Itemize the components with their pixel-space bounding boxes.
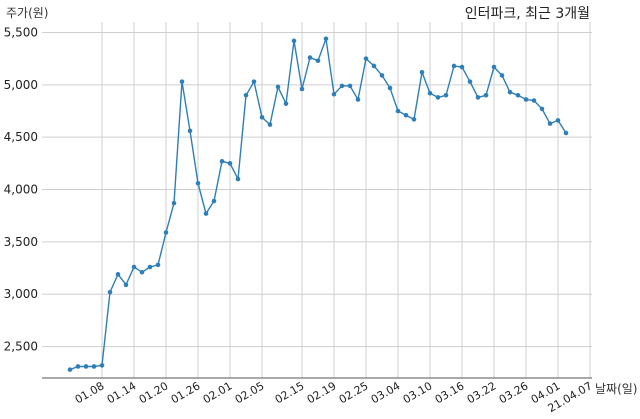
data-point bbox=[259, 114, 265, 120]
data-point bbox=[475, 95, 481, 100]
data-point bbox=[75, 364, 81, 369]
data-point bbox=[139, 269, 145, 275]
data-point bbox=[283, 101, 289, 106]
data-point bbox=[67, 367, 73, 372]
x-axis-label: 날짜(일) bbox=[595, 382, 637, 396]
data-point bbox=[395, 108, 401, 114]
data-point bbox=[275, 84, 281, 90]
x-tick-label: 02.25 bbox=[337, 379, 371, 406]
data-point bbox=[171, 200, 177, 206]
data-point bbox=[363, 56, 369, 61]
data-point bbox=[227, 161, 233, 166]
data-point bbox=[547, 121, 553, 126]
data-point bbox=[531, 98, 537, 103]
data-point bbox=[123, 282, 129, 288]
x-tick-label: 03.22 bbox=[465, 379, 499, 406]
data-point bbox=[179, 79, 185, 84]
y-tick-labels: 2,500 3,000 3,500 4,000 4,500 5,000 5,500 bbox=[4, 25, 38, 353]
data-point bbox=[195, 180, 201, 186]
data-point bbox=[499, 73, 505, 78]
data-point bbox=[203, 211, 209, 216]
x-tick-label: 02.19 bbox=[305, 379, 339, 406]
x-tick-label: 02.01 bbox=[201, 379, 235, 406]
y-tick-label: 5,500 bbox=[4, 25, 38, 39]
data-point bbox=[115, 272, 121, 277]
data-point bbox=[467, 79, 473, 84]
x-tick-label: 03.26 bbox=[497, 379, 531, 406]
x-tick-label: 02.15 bbox=[273, 379, 307, 406]
data-point bbox=[323, 36, 329, 42]
chart-title: 인터파크, 최근 3개월 bbox=[465, 6, 590, 22]
data-point bbox=[147, 264, 153, 270]
data-point bbox=[291, 38, 297, 44]
data-point bbox=[299, 86, 305, 92]
x-tick-label: 03.10 bbox=[401, 379, 435, 406]
x-tick-label: 02.05 bbox=[233, 379, 267, 406]
data-point bbox=[515, 92, 521, 98]
data-point bbox=[443, 92, 449, 98]
data-point bbox=[187, 128, 193, 134]
data-point bbox=[83, 364, 89, 369]
series-line bbox=[69, 38, 567, 371]
data-point bbox=[419, 69, 425, 75]
y-tick-label: 2,500 bbox=[4, 340, 38, 354]
data-point bbox=[243, 92, 249, 98]
data-point bbox=[451, 63, 457, 69]
x-tick-label: 01.20 bbox=[137, 379, 171, 406]
data-point bbox=[211, 198, 217, 204]
y-tick-label: 4,500 bbox=[4, 130, 38, 144]
data-point bbox=[339, 83, 345, 89]
data-point bbox=[251, 79, 257, 84]
data-point bbox=[483, 92, 489, 98]
data-point bbox=[403, 112, 409, 118]
data-point bbox=[539, 106, 545, 112]
data-point bbox=[507, 89, 513, 95]
data-point bbox=[555, 118, 561, 123]
data-point bbox=[267, 122, 273, 127]
data-point bbox=[459, 64, 465, 70]
data-point bbox=[427, 90, 433, 96]
data-point bbox=[523, 97, 529, 102]
data-point bbox=[155, 262, 161, 268]
y-tick-label: 4,000 bbox=[4, 183, 38, 197]
data-point bbox=[491, 64, 497, 70]
x-tick-label: 03.04 bbox=[369, 379, 403, 406]
data-point bbox=[387, 85, 393, 91]
x-tick-label: 03.16 bbox=[433, 379, 467, 406]
data-point bbox=[107, 289, 113, 295]
data-point bbox=[347, 83, 353, 89]
grid bbox=[42, 22, 592, 378]
data-point bbox=[331, 91, 337, 97]
data-point bbox=[435, 95, 441, 100]
y-tick-label: 3,500 bbox=[4, 235, 38, 249]
data-point bbox=[563, 130, 569, 136]
data-point bbox=[355, 97, 361, 102]
data-point bbox=[371, 63, 377, 69]
x-tick-label: 01.14 bbox=[105, 379, 139, 406]
data-point bbox=[307, 55, 313, 60]
data-point bbox=[219, 158, 225, 164]
data-point bbox=[91, 364, 97, 369]
data-series bbox=[67, 36, 569, 372]
data-point bbox=[235, 176, 241, 182]
x-tick-label: 01.08 bbox=[73, 379, 107, 406]
y-tick-label: 3,000 bbox=[4, 287, 38, 301]
data-point bbox=[99, 363, 105, 368]
data-point bbox=[131, 264, 137, 270]
data-point bbox=[163, 230, 169, 235]
y-axis-label: 주가(원) bbox=[6, 6, 48, 20]
x-tick-label: 01.26 bbox=[169, 379, 203, 406]
data-point bbox=[411, 117, 417, 122]
data-point bbox=[315, 58, 321, 64]
y-tick-label: 5,000 bbox=[4, 78, 38, 92]
data-point bbox=[379, 73, 385, 78]
